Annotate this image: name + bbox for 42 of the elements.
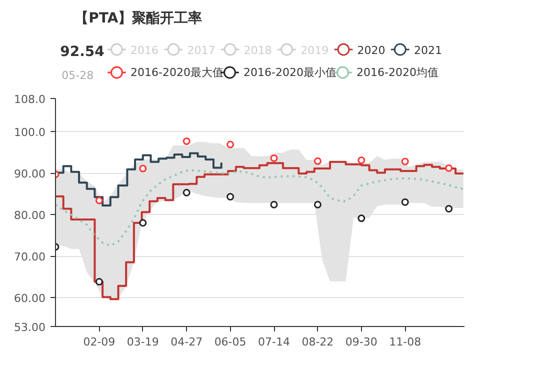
x-tick-label: 11-08 — [389, 336, 422, 348]
point — [358, 156, 366, 164]
point — [401, 158, 409, 166]
legend-label: 2020 — [357, 44, 386, 57]
point — [182, 188, 190, 196]
x-tick-label: 04-27 — [170, 336, 203, 348]
x-tick-label: 06-05 — [214, 336, 246, 348]
point — [270, 154, 278, 162]
point — [314, 200, 322, 208]
x-tick-label: 03-19 — [126, 336, 159, 348]
point — [401, 198, 409, 206]
legend-label: 2021 — [414, 44, 442, 57]
y-tick-label: 60.00 — [14, 292, 46, 305]
legend-label: 2016-2020最大值 — [130, 66, 224, 79]
point — [445, 205, 453, 213]
point — [270, 200, 278, 208]
x-tick-label: 09-30 — [345, 336, 378, 348]
x-tick-label: 02-09 — [83, 336, 116, 348]
x-tick-label: 08-22 — [302, 336, 334, 348]
point — [95, 196, 103, 204]
y-tick-label: 53.00 — [14, 321, 46, 334]
point — [95, 278, 103, 286]
point — [226, 193, 234, 200]
x-tick-label: 07-14 — [258, 336, 290, 348]
legend-label: 2016-2020最小值 — [244, 66, 336, 79]
point — [182, 137, 190, 145]
point — [139, 164, 147, 172]
y-tick-label: 90.00 — [14, 168, 46, 181]
line-series — [56, 169, 464, 247]
point — [445, 164, 453, 172]
chart-title: 【PTA】聚酯开工率 — [74, 10, 202, 26]
point — [226, 140, 234, 148]
point — [358, 214, 366, 222]
y-tick-label: 108.0 — [14, 93, 46, 106]
text: 05-28 — [62, 69, 94, 82]
text: 92.54 — [60, 44, 105, 60]
y-tick-label: 100.0 — [14, 126, 46, 140]
point — [314, 157, 322, 165]
y-tick-label: 70.00 — [14, 250, 46, 264]
point — [139, 219, 147, 227]
y-tick-label: 80.00 — [14, 209, 46, 222]
legend-label: 2016-2020均值 — [356, 66, 438, 79]
